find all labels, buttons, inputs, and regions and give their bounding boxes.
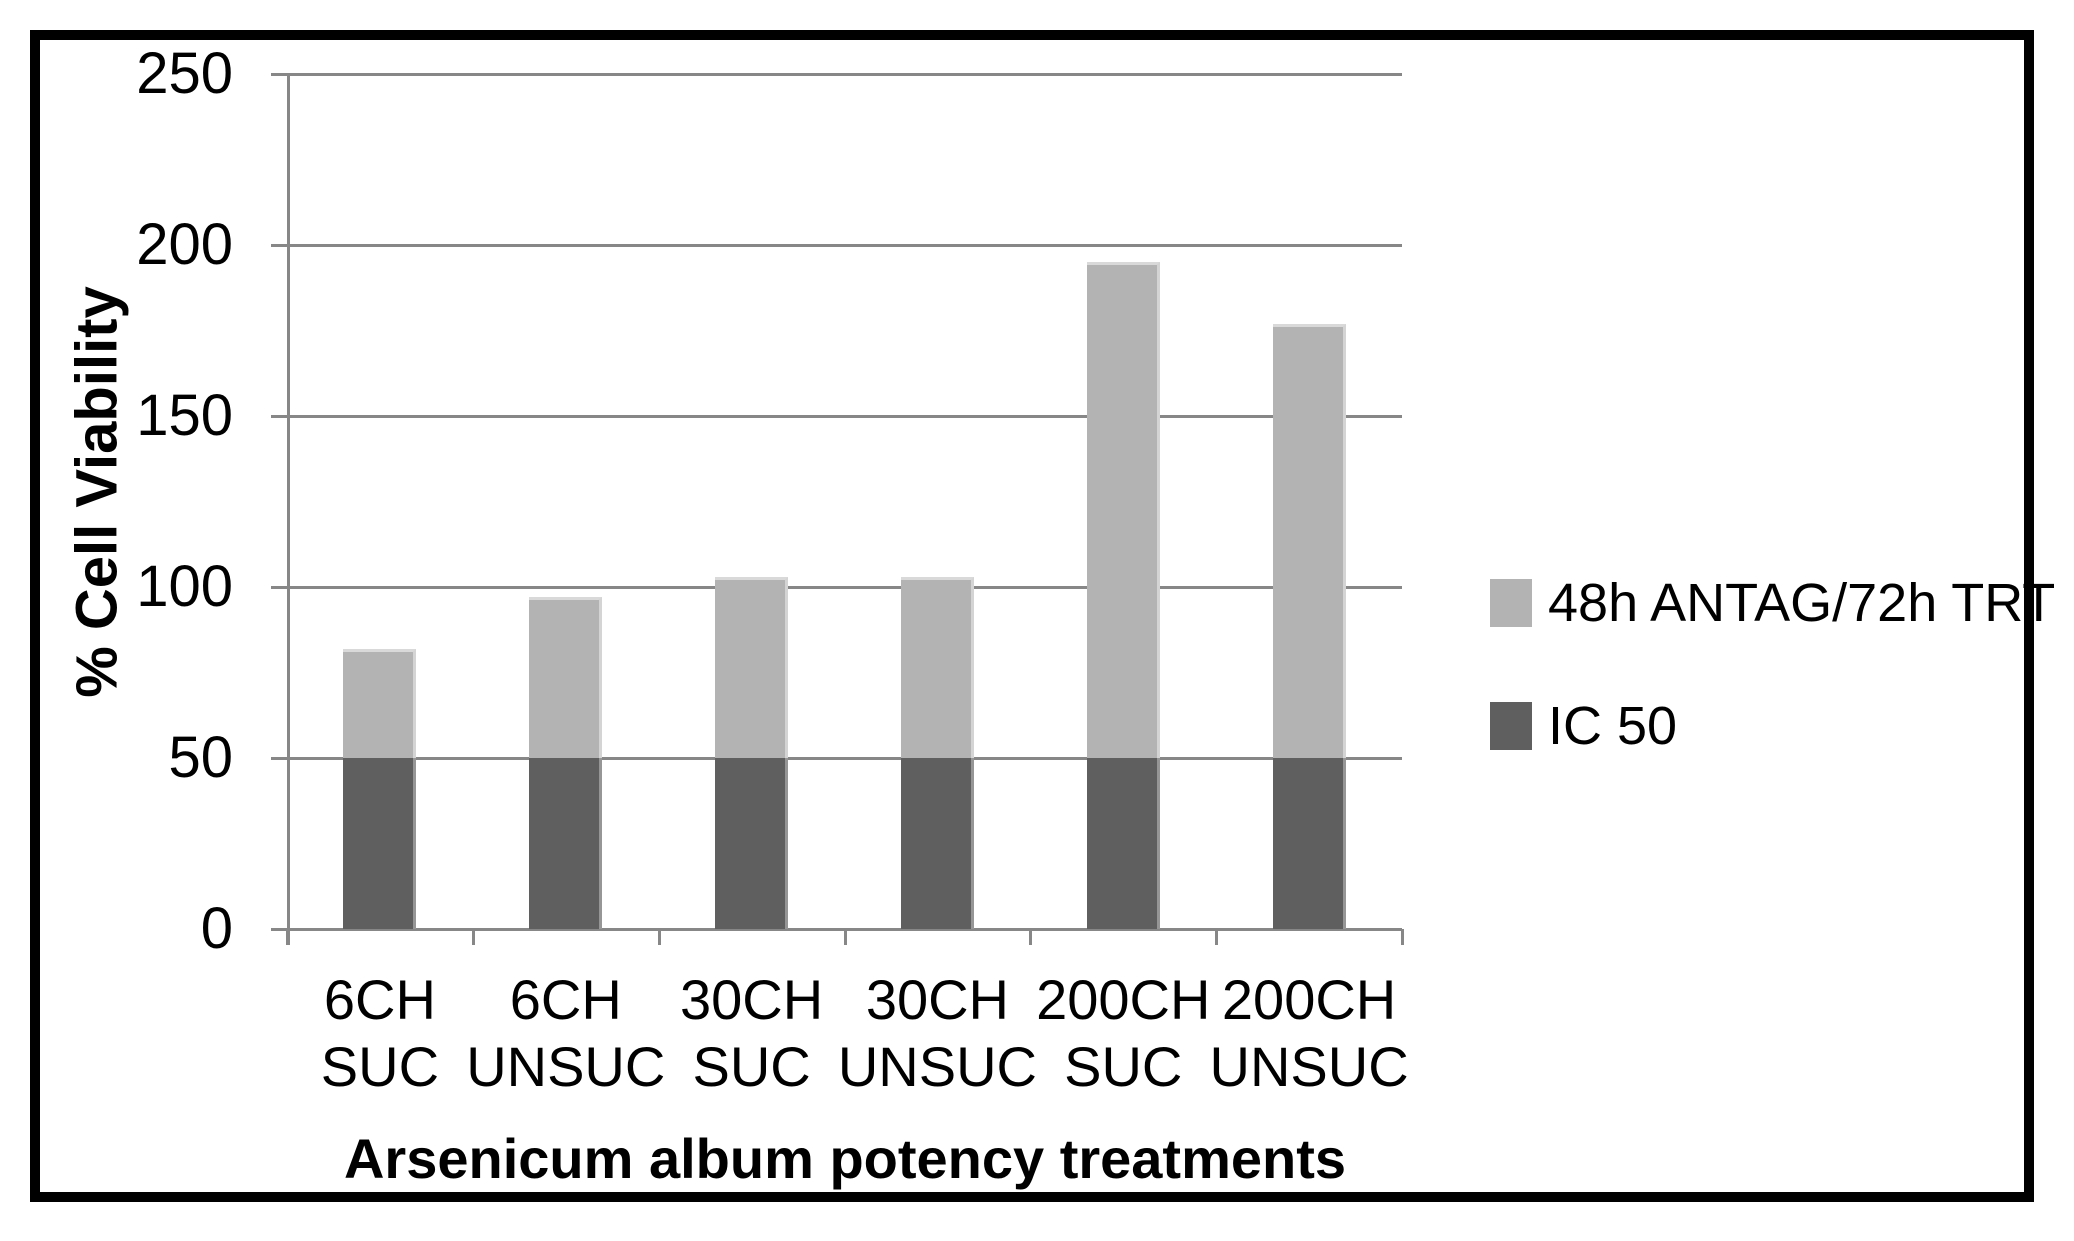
y-tick-label-0: 0 [200,896,233,961]
x-tick-1 [471,929,475,945]
y-axis-line [287,74,290,945]
bar-30CH-SUC-ic50 [715,758,789,929]
x-tick-6 [1401,929,1404,945]
figure-border [30,30,2034,1202]
x-tick-2 [657,929,661,945]
legend-entry-ic50: IC 50 [1490,697,1677,755]
y-tick-150 [271,415,287,418]
x-label-line1: 30CH [679,968,824,1031]
x-label-line2: SUC [1064,1035,1183,1098]
x-category-label-6CH-SUC: 6CH SUC [321,966,439,1100]
x-label-line1: 30CH [865,968,1009,1031]
x-tick-3 [843,929,847,945]
gridline-y200 [287,244,1402,247]
bar-6CH-UNSUC-antag [529,597,603,758]
y-tick-label-150: 150 [136,383,233,448]
bar-200CH-SUC-ic50 [1086,758,1160,929]
x-category-label-30CH-SUC: 30CH SUC [680,966,823,1100]
x-label-line2: UNSUC [466,1035,666,1098]
y-axis-title: % Cell Viability [64,286,130,698]
gridline-y150 [287,415,1402,418]
x-label-line2: UNSUC [1209,1035,1409,1098]
y-tick-250 [271,73,287,76]
x-category-label-30CH-UNSUC: 30CH UNSUC [838,966,1037,1100]
y-tick-0 [271,928,287,931]
x-category-label-6CH-UNSUC: 6CH UNSUC [466,966,665,1100]
legend-swatch-antag [1490,579,1532,627]
legend-swatch-ic50 [1490,702,1532,750]
x-label-line1: 6CH [323,968,436,1031]
x-label-line2: SUC [320,1035,440,1098]
y-tick-100 [271,586,287,589]
x-axis-title: Arsenicum album potency treatments [343,1127,1347,1190]
x-label-line1: 200CH [1221,968,1397,1031]
x-label-line1: 6CH [509,968,622,1031]
bar-200CH-UNSUC-antag [1272,323,1346,758]
x-tick-0 [286,929,289,945]
gridline-y100 [287,586,1402,589]
bar-30CH-UNSUC-antag [900,576,974,758]
y-tick-200 [271,244,287,247]
y-tick-label-250: 250 [136,41,233,106]
bar-6CH-SUC-ic50 [343,758,417,929]
x-label-line1: 200CH [1036,968,1211,1031]
gridline-y50 [287,757,1402,760]
x-label-line2: SUC [692,1035,811,1098]
legend-label-antag: 48h ANTAG/72h TRT [1548,573,2056,633]
x-tick-4 [1029,929,1033,945]
y-tick-label-100: 100 [136,554,233,619]
bar-6CH-SUC-antag [343,648,417,758]
bar-200CH-SUC-antag [1086,262,1160,758]
bar-200CH-UNSUC-ic50 [1272,758,1346,929]
legend-label-ic50: IC 50 [1548,696,1678,756]
legend-entry-antag: 48h ANTAG/72h TRT [1490,574,2055,632]
x-category-label-200CH-SUC: 200CH SUC [1036,966,1210,1100]
y-tick-label-200: 200 [136,212,233,277]
y-tick-label-50: 50 [168,725,233,790]
gridline-y250 [287,73,1402,76]
x-tick-5 [1215,929,1219,945]
bar-30CH-UNSUC-ic50 [900,758,974,929]
bar-30CH-SUC-antag [715,576,789,758]
x-category-label-200CH-UNSUC: 200CH UNSUC [1210,966,1409,1100]
bar-6CH-UNSUC-ic50 [529,758,603,929]
y-tick-50 [271,757,287,760]
x-label-line2: UNSUC [837,1035,1037,1098]
